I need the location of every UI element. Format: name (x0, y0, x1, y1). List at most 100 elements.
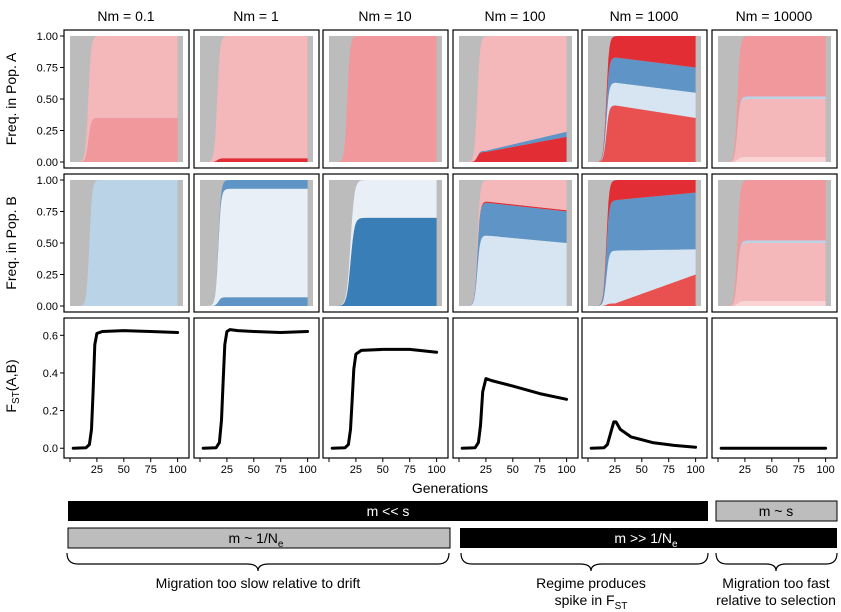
panel-frame (322, 317, 449, 459)
y-tick-label: 1.00 (37, 31, 58, 43)
panel-frame (452, 29, 579, 169)
x-tick-label: 100 (816, 464, 834, 476)
regime-mid-caption-1: Regime produces (536, 575, 646, 591)
x-tick-label: 75 (404, 464, 416, 476)
bar-m-sim-1ne-label: m ~ 1/Ne (229, 530, 284, 550)
area-layer (202, 36, 308, 162)
x-tick-label: 75 (793, 464, 805, 476)
y-tick-label: 0.6 (43, 330, 58, 342)
bar-m-gg-1ne-sub: e (672, 539, 678, 550)
y-tick-label: 0.75 (37, 63, 58, 75)
axes: 1.000.750.500.250.001.000.750.500.250.00… (37, 31, 835, 476)
panel-titles: Nm = 0.1 Nm = 1 Nm = 10 Nm = 100 Nm = 10… (97, 8, 812, 24)
x-tick-label: 25 (739, 464, 751, 476)
fst-line (330, 347, 439, 450)
panel-frame (581, 173, 708, 313)
area-layer (461, 180, 567, 306)
x-tick-label: 25 (91, 464, 103, 476)
fst-line (589, 420, 698, 450)
area-layer (720, 99, 826, 162)
x-tick-label: 75 (145, 464, 157, 476)
panel-title: Nm = 1000 (610, 8, 679, 24)
x-axis-label: Generations (412, 480, 488, 496)
panel-frame (711, 173, 838, 313)
freq-areas-pop-b (70, 180, 831, 306)
bar-m-ll-s-label: m << s (367, 503, 410, 519)
x-tick-label: 100 (427, 464, 445, 476)
panel-frame (581, 29, 708, 169)
y-label-fst-main: F (3, 404, 19, 413)
regime-mid-caption-2-sub: ST (615, 601, 628, 612)
fst-lines (71, 328, 828, 450)
panel-title: Nm = 10 (358, 8, 412, 24)
y-label-fst-tail: (A,B) (3, 359, 19, 391)
x-tick-label: 50 (118, 464, 130, 476)
area-layer (461, 235, 567, 306)
regime-right-caption-1: Migration too fast (722, 575, 829, 591)
area-layer (72, 117, 178, 162)
brace-right (715, 552, 838, 572)
fst-line (201, 328, 310, 450)
regime-mid-caption-2-main: spike in F (555, 592, 615, 608)
area-layer (331, 36, 437, 162)
panel-frame (193, 317, 320, 459)
area-layer (202, 158, 308, 162)
regime-left-caption: Migration too slow relative to drift (156, 575, 361, 591)
y-tick-label: 0.25 (37, 270, 58, 282)
area-layer (72, 180, 178, 306)
y-tick-label: 0.2 (43, 406, 58, 418)
fst-line (460, 377, 569, 450)
panel-title: Nm = 1 (233, 8, 279, 24)
y-tick-label: 0.50 (37, 238, 58, 250)
x-tick-label: 50 (636, 464, 648, 476)
bar-m-gg-1ne-label: m >> 1/Ne (614, 530, 678, 550)
x-tick-label: 25 (609, 464, 621, 476)
area-layer (331, 217, 437, 306)
area-layer (202, 188, 308, 306)
area-layer (461, 131, 567, 162)
fst-line (71, 329, 180, 450)
brace-mid (460, 552, 709, 572)
panel-frame (581, 317, 708, 459)
regime-mid-caption-2: spike in FST (555, 592, 628, 612)
y-label-pop-b: Freq. in Pop. B (3, 196, 19, 289)
freq-areas-pop-a (70, 36, 831, 162)
area-layer (720, 36, 826, 162)
area-layer (590, 105, 696, 162)
y-label-fst-sub: ST (11, 391, 22, 404)
panel-frame (322, 173, 449, 313)
regime-captions: Migration too slow relative to drift Reg… (156, 575, 836, 612)
area-layer (720, 180, 826, 306)
area-layer (461, 136, 567, 162)
x-tick-label: 100 (557, 464, 575, 476)
area-layer (590, 192, 696, 306)
panel-title: Nm = 100 (484, 8, 545, 24)
brace-left (66, 552, 450, 572)
area-layer (202, 297, 308, 306)
x-tick-label: 50 (248, 464, 260, 476)
regime-right-caption-2: relative to selection (716, 592, 836, 608)
panel-frame (711, 317, 838, 459)
area-layer (590, 274, 696, 306)
y-tick-label: 1.00 (37, 175, 58, 187)
regime-bars: m << s m ~ s m ~ 1/Ne m >> 1/Ne (67, 500, 838, 550)
y-label-pop-a: Freq. in Pop. A (3, 52, 19, 145)
x-tick-label: 25 (350, 464, 362, 476)
y-tick-label: 0.25 (37, 126, 58, 138)
panel-frame (322, 29, 449, 169)
panel-frame (452, 317, 579, 459)
y-tick-label: 0.00 (37, 157, 58, 169)
area-layer (590, 36, 696, 162)
area-layer (590, 82, 696, 162)
panel-frame (193, 29, 320, 169)
panel-frame (63, 317, 190, 459)
x-tick-label: 100 (168, 464, 186, 476)
panel-title: Nm = 0.1 (97, 8, 154, 24)
area-layer (720, 243, 826, 306)
x-tick-label: 100 (686, 464, 704, 476)
bar-m-ll-s (68, 501, 708, 521)
bar-m-sim-s (715, 500, 838, 522)
area-layer (720, 301, 826, 306)
panel-title: Nm = 10000 (736, 8, 813, 24)
area-layer (461, 36, 567, 162)
